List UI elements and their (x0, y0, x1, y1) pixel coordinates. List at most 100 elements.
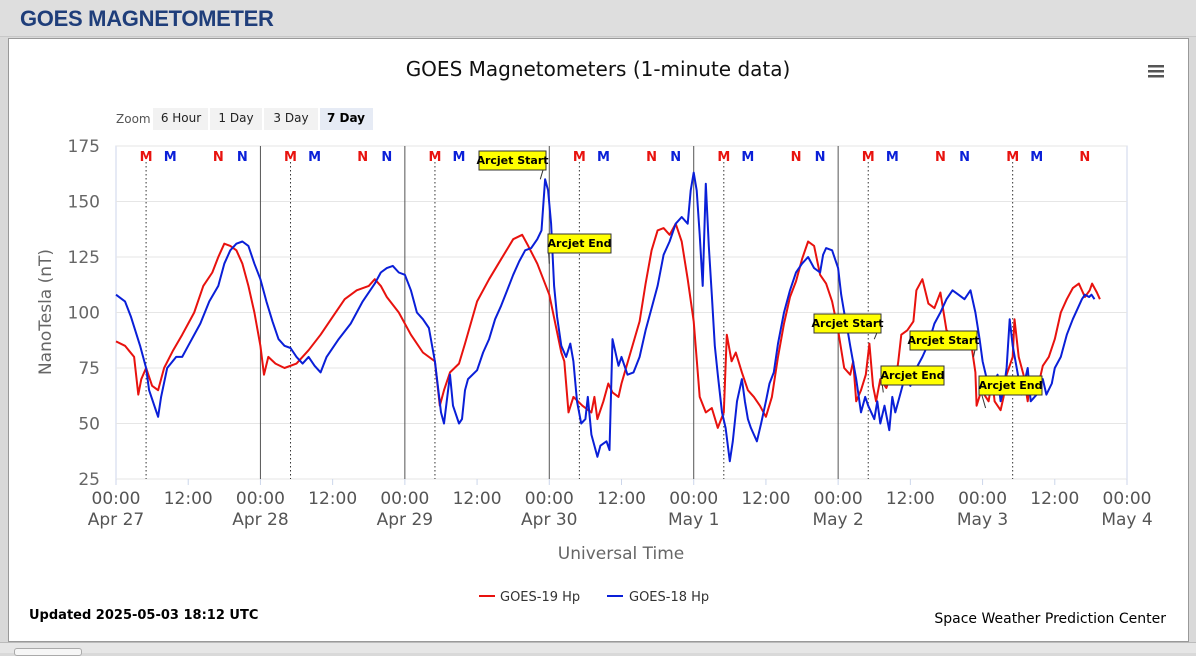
x-tick-date: May 3 (957, 510, 1008, 530)
x-tick-date: Apr 29 (377, 510, 433, 530)
marker-m: M (1006, 150, 1019, 165)
zoom-button-3d[interactable]: 3 Day (264, 108, 318, 130)
x-axis-title: Universal Time (558, 544, 684, 564)
x-tick-time: 00:00 (1103, 489, 1152, 509)
y-tick-label: 150 (68, 193, 100, 213)
svg-text:Arcjet Start: Arcjet Start (811, 317, 883, 330)
credit-text: Space Weather Prediction Center (934, 611, 1166, 627)
y-axis: 25 50 75 100 125 150 175 (68, 137, 100, 490)
marker-m: M (862, 150, 875, 165)
marker-m: M (717, 150, 730, 165)
y-tick-label: 75 (78, 359, 100, 379)
x-tick-date: Apr 30 (521, 510, 577, 530)
zoom-label: Zoom (116, 112, 151, 126)
bottom-tab[interactable] (14, 648, 82, 656)
svg-text:Arcjet Start: Arcjet Start (907, 334, 979, 347)
annotation-arcjet-end: Arcjet End (978, 375, 1043, 409)
bottom-strip (0, 642, 1196, 653)
marker-m: M (597, 150, 610, 165)
svg-text:Arcjet End: Arcjet End (881, 369, 945, 382)
marker-m: M (886, 150, 899, 165)
marker-m: M (741, 150, 754, 165)
hamburger-menu-icon[interactable] (1146, 63, 1166, 79)
page-header: GOES MAGNETOMETER (0, 0, 1196, 37)
updated-timestamp: Updated 2025-05-03 18:12 UTC (29, 608, 258, 623)
svg-text:7 Day: 7 Day (327, 111, 365, 125)
x-tick-time: 00:00 (380, 489, 429, 509)
marker-n: N (357, 150, 368, 165)
x-tick-date: Apr 27 (88, 510, 144, 530)
y-tick-label: 125 (68, 248, 100, 268)
annotations: Arcjet Start Arcjet End Arcjet Start Arcjet… (476, 150, 1043, 409)
x-tick-date: May 2 (812, 510, 863, 530)
x-tick-time: 12:00 (741, 489, 790, 509)
legend-item-goes19[interactable]: GOES-19 Hp (479, 590, 580, 605)
y-tick-label: 25 (78, 470, 100, 490)
y-tick-label: 100 (68, 304, 100, 324)
x-tick-time: 12:00 (886, 489, 935, 509)
svg-text:Arcjet End: Arcjet End (548, 237, 612, 250)
marker-n: N (935, 150, 946, 165)
series-lines (115, 171, 1101, 463)
x-tick-date: May 1 (668, 510, 719, 530)
x-tick-date: Apr 28 (232, 510, 288, 530)
marker-m: M (308, 150, 321, 165)
marker-m: M (140, 150, 153, 165)
zoom-button-1d[interactable]: 1 Day (210, 108, 262, 130)
zoom-button-7d[interactable]: 7 Day (320, 108, 373, 130)
y-axis-title: NanoTesla (nT) (36, 249, 56, 375)
annotation-arcjet-end: Arcjet End (880, 365, 945, 393)
x-tick-time: 00:00 (669, 489, 718, 509)
marker-n: N (670, 150, 681, 165)
series-line-goes18 (115, 171, 1096, 463)
marker-n: N (1079, 150, 1090, 165)
marker-n: N (237, 150, 248, 165)
zoom-controls: Zoom 6 Hour 1 Day 3 Day 7 Day (116, 108, 373, 130)
svg-text:Arcjet End: Arcjet End (979, 379, 1043, 392)
marker-n: N (791, 150, 802, 165)
page-title: GOES MAGNETOMETER (20, 6, 274, 31)
zoom-button-6h[interactable]: 6 Hour (153, 108, 208, 130)
day-lines (259, 146, 839, 479)
x-tick-time: 00:00 (236, 489, 285, 509)
x-tick-time: 12:00 (597, 489, 646, 509)
legend: GOES-19 Hp GOES-18 Hp (479, 590, 709, 605)
gridlines (116, 145, 1127, 480)
marker-n: N (381, 150, 392, 165)
marker-m: M (573, 150, 586, 165)
svg-text:6 Hour: 6 Hour (161, 111, 201, 125)
annotation-arcjet-start: Arcjet Start (476, 150, 549, 180)
y-tick-label: 50 (78, 415, 100, 435)
svg-text:GOES-19 Hp: GOES-19 Hp (500, 590, 580, 605)
legend-item-goes18[interactable]: GOES-18 Hp (607, 590, 709, 605)
marker-n: N (815, 150, 826, 165)
marker-m: M (453, 150, 466, 165)
x-tick-time: 12:00 (1030, 489, 1079, 509)
marker-m: M (1030, 150, 1043, 165)
annotation-arcjet-start: Arcjet Start (907, 330, 980, 358)
svg-text:3 Day: 3 Day (273, 111, 308, 125)
x-tick-time: 00:00 (92, 489, 141, 509)
svg-text:1 Day: 1 Day (218, 111, 253, 125)
svg-text:Arcjet Start: Arcjet Start (476, 154, 548, 167)
svg-text:GOES-18 Hp: GOES-18 Hp (629, 590, 709, 605)
x-tick-time: 12:00 (164, 489, 213, 509)
x-tick-time: 12:00 (453, 489, 502, 509)
annotation-arcjet-start: Arcjet Start (811, 313, 884, 340)
x-tick-time: 12:00 (308, 489, 357, 509)
marker-m: M (164, 150, 177, 165)
marker-n: N (213, 150, 224, 165)
chart-title: GOES Magnetometers (1-minute data) (406, 57, 791, 81)
x-tick-date: May 4 (1101, 510, 1152, 530)
x-tick-time: 00:00 (814, 489, 863, 509)
x-tick-time: 00:00 (525, 489, 574, 509)
marker-n: N (646, 150, 657, 165)
marker-n: N (959, 150, 970, 165)
dotted-lines (145, 162, 1014, 479)
annotation-arcjet-end: Arcjet End (547, 233, 612, 264)
y-tick-label: 175 (68, 137, 100, 157)
series-line-goes19 (115, 222, 1101, 429)
marker-m: M (284, 150, 297, 165)
